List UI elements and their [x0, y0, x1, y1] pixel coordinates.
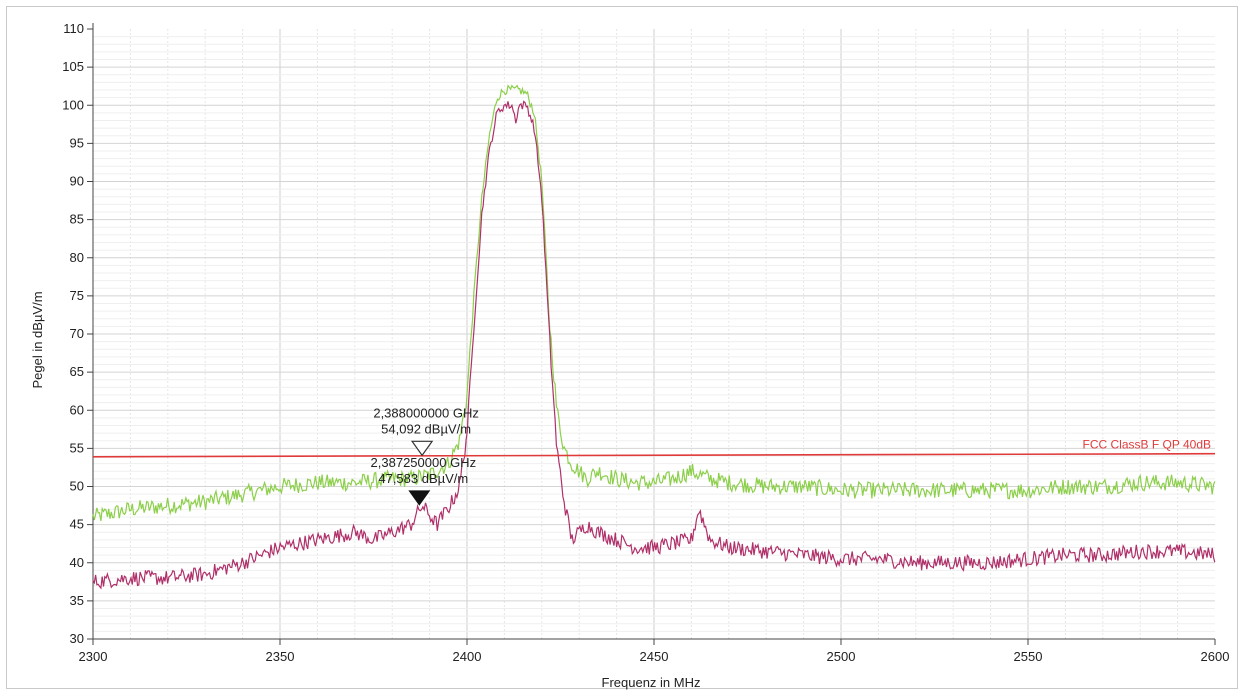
y-tick-label: 50 — [70, 479, 84, 494]
y-tick-label: 45 — [70, 517, 84, 532]
series-line-1 — [92, 84, 1216, 522]
y-axis-title: Pegel in dBµV/m — [30, 291, 45, 388]
series-line-2 — [92, 100, 1216, 590]
y-tick-label: 65 — [70, 364, 84, 379]
x-tick-label: 2500 — [827, 649, 856, 664]
chart-frame: 30 35 40 45 50 55 60 65 70 75 80 85 90 95 100 105 110 230… — [6, 6, 1238, 690]
x-axis-title: Frequenz in MHz — [602, 675, 701, 690]
y-tick-label: 60 — [70, 402, 84, 417]
grid — [93, 29, 1215, 639]
series-layer — [92, 84, 1216, 590]
marker-2-level: 47,583 dBµV/m — [378, 471, 468, 486]
spectrum-chart: 30 35 40 45 50 55 60 65 70 75 80 85 90 95 100 105 110 230… — [30, 21, 1229, 690]
limit-line-label: FCC ClassB F QP 40dB — [1083, 438, 1211, 452]
y-tick-label: 90 — [70, 174, 84, 189]
y-tick-label: 40 — [70, 555, 84, 570]
x-tick-label: 2300 — [79, 649, 108, 664]
limit-line — [92, 452, 1216, 458]
y-tick-label: 30 — [70, 631, 84, 646]
y-tick-label: 110 — [63, 21, 84, 36]
marker-1-triangle — [410, 440, 434, 457]
y-tick-label: 70 — [70, 326, 84, 341]
y-tick-label: 75 — [70, 288, 84, 303]
y-tick-label: 80 — [70, 250, 84, 265]
y-tick-label: 35 — [70, 593, 84, 608]
x-tick-label: 2600 — [1201, 649, 1230, 664]
x-tick-label: 2550 — [1014, 649, 1043, 664]
y-tick-label: 55 — [70, 440, 84, 455]
marker-2-triangle — [408, 490, 431, 506]
y-tick-label: 95 — [70, 135, 84, 150]
y-tick-label: 100 — [62, 97, 84, 112]
marker-1-level: 54,092 dBµV/m — [381, 421, 471, 436]
axes: 30 35 40 45 50 55 60 65 70 75 80 85 90 95 100 105 110 230… — [62, 21, 1229, 664]
y-tick-label: 105 — [62, 59, 84, 74]
y-tick-label: 85 — [70, 212, 84, 227]
x-tick-label: 2400 — [453, 649, 482, 664]
limit-layer: FCC ClassB F QP 40dB — [92, 438, 1216, 458]
x-tick-label: 2350 — [266, 649, 295, 664]
marker-2-frequency: 2,387250000 GHz — [371, 455, 477, 470]
marker-1-frequency: 2,388000000 GHz — [373, 405, 479, 420]
x-tick-label: 2450 — [640, 649, 669, 664]
